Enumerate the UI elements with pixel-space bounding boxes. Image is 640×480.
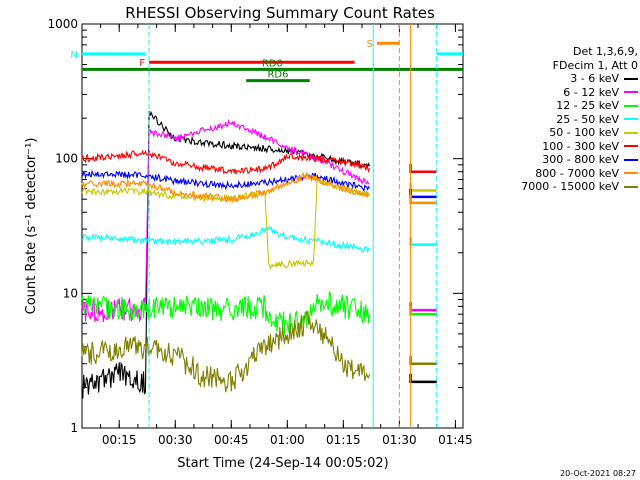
legend-item: 12 - 25 keV xyxy=(478,99,638,113)
y-tick-label: 100 xyxy=(55,152,78,166)
legend-swatch xyxy=(624,172,638,175)
series-line xyxy=(81,175,370,270)
legend-label: 12 - 25 keV xyxy=(556,99,619,113)
x-tick-label: 01:15 xyxy=(326,433,361,447)
legend-label: 7000 - 15000 keV xyxy=(521,180,619,194)
status-bar-label: F xyxy=(139,58,145,69)
series-line xyxy=(81,310,371,393)
y-axis-label: Count Rate (s⁻¹ detector⁻¹) xyxy=(24,138,39,315)
series-line-after-gap xyxy=(409,355,437,365)
x-tick-label: 01:00 xyxy=(270,433,305,447)
legend: Det 1,3,6,9, FDecim 1, Att 0 3 - 6 keV 6 … xyxy=(478,45,638,194)
legend-swatch xyxy=(624,104,638,107)
legend-swatch xyxy=(624,131,638,134)
series-line xyxy=(81,118,370,323)
legend-item: 50 - 100 keV xyxy=(478,126,638,140)
series-line xyxy=(81,170,371,204)
legend-swatch xyxy=(624,91,638,94)
x-axis: 00:15 00:30 00:45 01:00 01:15 01:30 01:45 xyxy=(100,24,473,447)
legend-label: 6 - 12 keV xyxy=(563,85,619,99)
x-tick-label: 01:30 xyxy=(382,433,417,447)
legend-swatch xyxy=(624,77,638,80)
status-bar-label: S xyxy=(367,39,373,50)
legend-label: 50 - 100 keV xyxy=(549,126,619,140)
legend-label: 300 - 800 keV xyxy=(542,153,619,167)
series-line-after-gap xyxy=(409,236,437,246)
series-line-after-gap xyxy=(409,182,437,192)
legend-header-line-2: FDecim 1, Att 0 xyxy=(552,58,638,72)
legend-swatch xyxy=(624,158,638,161)
series-line xyxy=(81,149,371,175)
legend-item: 25 - 50 keV xyxy=(478,113,638,127)
x-tick-label: 00:15 xyxy=(102,433,137,447)
plot-frame xyxy=(81,23,464,429)
legend-swatch xyxy=(624,185,638,188)
y-tick-label: 1 xyxy=(70,421,78,435)
x-tick-label: 00:45 xyxy=(214,433,249,447)
legend-label: 3 - 6 keV xyxy=(570,72,619,86)
series-layer xyxy=(81,110,437,399)
chart-title: RHESSI Observing Summary Count Rates xyxy=(125,4,435,22)
series-line xyxy=(81,225,370,254)
legend-swatch xyxy=(624,145,638,148)
legend-label: 100 - 300 keV xyxy=(542,139,619,153)
series-line-after-gap xyxy=(409,163,437,173)
series-line xyxy=(81,169,370,193)
x-axis-label: Start Time (24-Sep-14 00:05:02) xyxy=(177,456,388,471)
series-line xyxy=(81,290,371,335)
status-bar-label: RD0 xyxy=(262,58,283,69)
series-line-after-gap xyxy=(409,373,437,384)
legend-label: 25 - 50 keV xyxy=(556,112,619,126)
status-bar-label: N xyxy=(70,50,77,61)
y-axis: 1 10 100 1000 xyxy=(47,17,463,435)
legend-swatch xyxy=(624,118,638,121)
legend-item: 3 - 6 keV xyxy=(478,72,638,86)
series-line xyxy=(81,110,371,399)
legend-item: 800 - 7000 keV xyxy=(478,167,638,181)
legend-header-line-1: Det 1,3,6,9, xyxy=(572,45,638,58)
footer-timestamp: 20-Oct-2021 08:27 xyxy=(560,469,636,478)
attenuator-lines xyxy=(148,24,438,428)
series-line-after-gap xyxy=(409,302,437,312)
x-tick-label: 00:30 xyxy=(158,433,193,447)
legend-item: 100 - 300 keV xyxy=(478,140,638,154)
x-tick-label: 01:45 xyxy=(438,433,473,447)
status-bar-label: RD6 xyxy=(267,70,288,81)
legend-item: 6 - 12 keV xyxy=(478,86,638,100)
y-tick-label: 10 xyxy=(63,286,78,300)
y-tick-label: 1000 xyxy=(47,17,78,31)
legend-label: 800 - 7000 keV xyxy=(535,166,619,180)
legend-item: 300 - 800 keV xyxy=(478,153,638,167)
legend-item: 7000 - 15000 keV xyxy=(478,180,638,194)
